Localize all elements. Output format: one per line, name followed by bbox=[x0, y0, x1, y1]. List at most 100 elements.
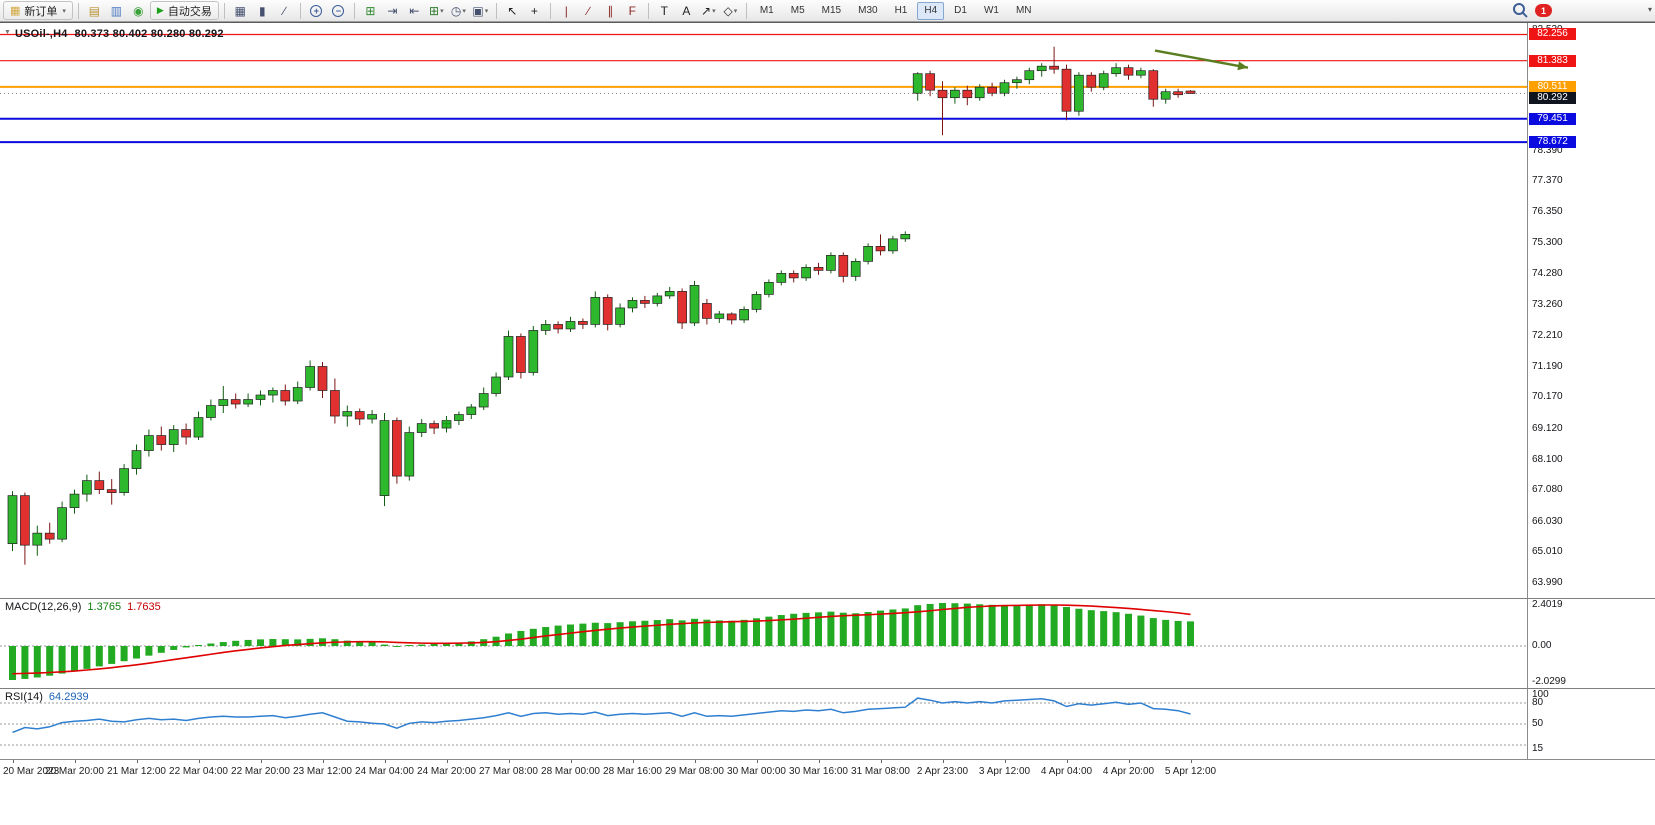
community-icon[interactable]: ◉ bbox=[133, 3, 144, 18]
candle-body bbox=[367, 414, 377, 420]
time-label: 29 Mar 08:00 bbox=[665, 766, 724, 777]
macd-histogram-bar bbox=[182, 646, 190, 648]
timeframe-MN[interactable]: MN bbox=[1015, 4, 1032, 16]
main-price-panel[interactable] bbox=[0, 23, 1527, 598]
timeframe-M30[interactable]: M30 bbox=[858, 4, 878, 16]
toolbar-separator bbox=[353, 2, 355, 19]
rsi-line bbox=[12, 697, 1191, 734]
macd-histogram-bar bbox=[1050, 605, 1058, 646]
arrows-icon[interactable]: ↗ ▾ bbox=[701, 3, 716, 18]
macd-histogram-bar bbox=[1149, 618, 1157, 646]
data-window-icon[interactable]: ▥ bbox=[110, 3, 123, 18]
time-label: 24 Mar 20:00 bbox=[417, 766, 476, 777]
time-label: 30 Mar 16:00 bbox=[789, 766, 848, 777]
arrow-annotation[interactable] bbox=[1154, 49, 1249, 69]
templates-icon[interactable]: ▣ ▾ bbox=[472, 3, 489, 18]
vertical-line-icon[interactable]: | bbox=[564, 3, 568, 18]
candle-body bbox=[131, 450, 142, 469]
macd-histogram-bar bbox=[740, 619, 748, 646]
time-label: 27 Mar 08:00 bbox=[479, 766, 538, 777]
zoom-out-icon[interactable]: − bbox=[328, 2, 349, 20]
new-order-button[interactable]: ▦ 新订单 ▾ bbox=[3, 1, 73, 20]
candle-body bbox=[94, 480, 105, 490]
rsi-axis-label: 100 bbox=[1532, 689, 1549, 700]
price-badge: 78.672 bbox=[1529, 136, 1576, 149]
candle-body bbox=[764, 282, 774, 295]
chart-shift-icon[interactable]: ⇤ bbox=[409, 3, 420, 18]
timeframe-H4[interactable]: H4 bbox=[917, 1, 945, 20]
tile-windows-icon[interactable]: ⊞ bbox=[365, 3, 376, 18]
candle-body bbox=[788, 273, 799, 279]
macd-histogram-bar bbox=[666, 619, 674, 646]
toolbar-separator bbox=[549, 2, 551, 19]
candle-body bbox=[82, 480, 92, 495]
price-tick-label: 74.280 bbox=[1532, 267, 1563, 279]
timeframe-M1[interactable]: M1 bbox=[759, 4, 774, 16]
auto-scroll-icon[interactable]: ⇥ bbox=[387, 3, 398, 18]
autotrade-button[interactable]: ▶ 自动交易 bbox=[149, 1, 219, 20]
candle-body bbox=[1036, 65, 1047, 72]
rsi-axis-label: 80 bbox=[1532, 697, 1544, 708]
timeframe-M15[interactable]: M15 bbox=[821, 4, 842, 16]
trendline-icon[interactable]: ∕ bbox=[587, 3, 590, 18]
candle-body bbox=[317, 366, 328, 391]
macd-histogram-bar bbox=[815, 612, 822, 646]
candle-body bbox=[292, 387, 303, 402]
notification-badge[interactable]: 1 bbox=[1535, 4, 1552, 17]
macd-histogram-bar bbox=[1112, 612, 1120, 646]
timeframe-H1[interactable]: H1 bbox=[894, 4, 908, 16]
timeframe-D1[interactable]: D1 bbox=[954, 4, 967, 16]
text-label-icon[interactable]: T bbox=[660, 3, 669, 18]
crosshair-icon[interactable]: + bbox=[530, 3, 538, 18]
macd-panel[interactable] bbox=[0, 598, 1527, 688]
chart-window[interactable]: ▼ USOil-,H4 80.373 80.402 80.280 80.292 M… bbox=[0, 22, 1655, 825]
price-tick-label: 71.190 bbox=[1532, 360, 1563, 372]
price-axis[interactable]: 82.53078.39077.37076.35075.30074.28073.2… bbox=[1527, 23, 1655, 759]
macd-histogram-bar bbox=[418, 644, 426, 646]
macd-histogram-bar bbox=[678, 620, 686, 646]
rsi-panel[interactable] bbox=[0, 688, 1527, 759]
time-label: 4 Apr 04:00 bbox=[1040, 766, 1093, 777]
toolbar-separator bbox=[299, 2, 301, 19]
equidistant-channel-icon[interactable]: ∥ bbox=[607, 3, 614, 18]
line-chart-icon[interactable]: ∕ bbox=[283, 3, 286, 18]
candle-body bbox=[826, 255, 836, 271]
macd-histogram-bar bbox=[976, 604, 984, 646]
candlestick-chart-icon[interactable]: ▮ bbox=[259, 3, 266, 18]
candle-body bbox=[1061, 68, 1072, 112]
panel-separator[interactable] bbox=[0, 688, 1655, 689]
text-icon[interactable]: A bbox=[682, 3, 691, 18]
timeframe-M5[interactable]: M5 bbox=[790, 4, 805, 16]
one-click-trading-toggle[interactable]: ▼ bbox=[4, 29, 11, 36]
timeframe-W1[interactable]: W1 bbox=[983, 4, 999, 16]
price-tick-label: 70.170 bbox=[1532, 391, 1563, 403]
candle-body bbox=[255, 394, 266, 400]
time-label: 5 Apr 12:00 bbox=[1164, 766, 1217, 777]
bar-chart-icon[interactable]: ▦ bbox=[234, 3, 247, 18]
cursor-icon[interactable]: ↖ bbox=[507, 3, 518, 18]
candle-body bbox=[615, 307, 625, 325]
price-tick-label: 63.990 bbox=[1532, 577, 1563, 588]
zoom-in-icon[interactable]: + bbox=[306, 2, 327, 20]
macd-histogram-bar bbox=[653, 620, 661, 646]
macd-histogram-bar bbox=[802, 612, 810, 646]
toolbar-overflow-icon[interactable]: ▾ bbox=[1647, 5, 1652, 14]
periods-icon[interactable]: ◷ ▾ bbox=[450, 3, 466, 18]
new-chart-icon[interactable]: ⊞ ▾ bbox=[429, 3, 444, 18]
ohlc-readout: 80.373 80.402 80.280 80.292 bbox=[74, 28, 224, 40]
time-tick bbox=[818, 760, 820, 763]
time-label: 22 Mar 20:00 bbox=[231, 766, 290, 777]
price-badge: 80.292 bbox=[1529, 92, 1576, 105]
search-icon[interactable] bbox=[1513, 3, 1528, 18]
time-label: 2 Apr 23:00 bbox=[916, 766, 969, 777]
candle-body bbox=[1160, 91, 1171, 100]
time-tick bbox=[1128, 760, 1130, 763]
shapes-icon[interactable]: ◇ ▾ bbox=[723, 3, 738, 18]
candle-body bbox=[342, 411, 353, 417]
time-axis[interactable]: 20 Mar 2023 20 Mar 20:00 21 Mar 12:00 22 Ma… bbox=[0, 759, 1655, 785]
market-watch-icon[interactable]: ▤ bbox=[88, 3, 101, 18]
candle-body bbox=[7, 495, 18, 545]
fibonacci-icon[interactable]: F bbox=[628, 3, 637, 18]
rsi-axis-label: 50 bbox=[1532, 718, 1544, 729]
panel-separator[interactable] bbox=[0, 598, 1655, 599]
